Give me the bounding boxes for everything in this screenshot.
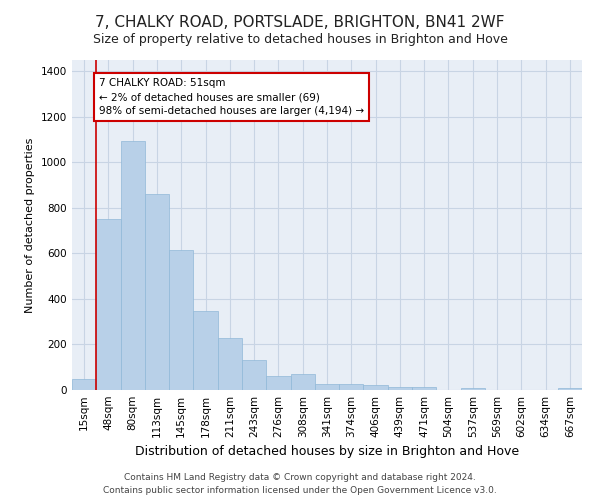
Bar <box>412 387 436 390</box>
Bar <box>96 220 121 390</box>
Text: Size of property relative to detached houses in Brighton and Hove: Size of property relative to detached ho… <box>92 32 508 46</box>
Bar <box>169 250 193 390</box>
X-axis label: Distribution of detached houses by size in Brighton and Hove: Distribution of detached houses by size … <box>135 446 519 458</box>
Bar <box>242 360 266 390</box>
Bar <box>558 388 582 390</box>
Bar <box>388 387 412 390</box>
Text: Contains HM Land Registry data © Crown copyright and database right 2024.
Contai: Contains HM Land Registry data © Crown c… <box>103 474 497 495</box>
Text: 7 CHALKY ROAD: 51sqm
← 2% of detached houses are smaller (69)
98% of semi-detach: 7 CHALKY ROAD: 51sqm ← 2% of detached ho… <box>99 78 364 116</box>
Bar <box>315 384 339 390</box>
Bar <box>193 312 218 390</box>
Bar <box>121 141 145 390</box>
Bar <box>145 194 169 390</box>
Bar <box>218 338 242 390</box>
Y-axis label: Number of detached properties: Number of detached properties <box>25 138 35 312</box>
Bar <box>461 388 485 390</box>
Bar <box>72 378 96 390</box>
Bar <box>266 376 290 390</box>
Text: 7, CHALKY ROAD, PORTSLADE, BRIGHTON, BN41 2WF: 7, CHALKY ROAD, PORTSLADE, BRIGHTON, BN4… <box>95 15 505 30</box>
Bar <box>364 386 388 390</box>
Bar <box>290 374 315 390</box>
Bar <box>339 384 364 390</box>
